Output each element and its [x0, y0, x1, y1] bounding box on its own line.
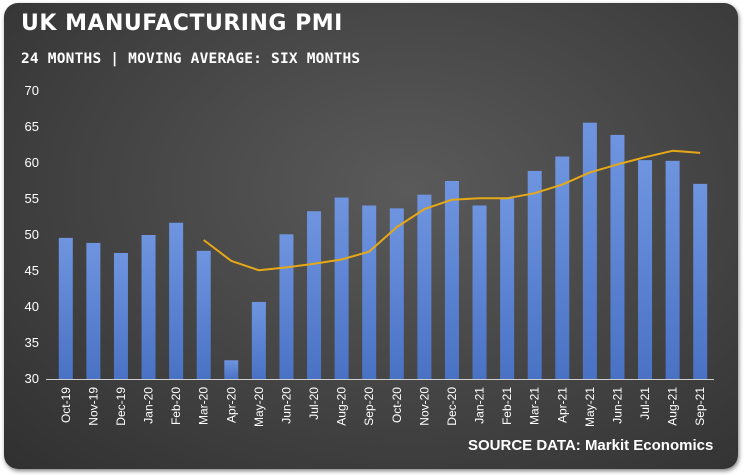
bar-Nov-20	[417, 194, 432, 379]
bar-Dec-19	[113, 253, 128, 379]
bar-Jul-21	[638, 160, 653, 379]
x-tick-label: Feb-20	[169, 387, 183, 425]
y-tick-label: 30	[25, 371, 39, 386]
x-tick-label: Oct-19	[59, 387, 73, 423]
x-tick-label: Jan-21	[473, 387, 487, 424]
bar-Jun-21	[610, 134, 625, 379]
x-tick-label: Apr-20	[224, 387, 238, 423]
x-tick-label: Sep-20	[362, 387, 376, 426]
bar-Mar-20	[196, 250, 211, 379]
x-tick-label: Feb-21	[500, 387, 514, 425]
bar-series	[58, 122, 708, 380]
bar-Nov-19	[86, 242, 101, 379]
y-tick-label: 35	[25, 335, 39, 350]
bar-Aug-21	[665, 160, 680, 379]
x-tick-label: Aug-21	[666, 387, 680, 426]
x-tick-label: Dec-20	[445, 387, 459, 426]
y-axis-ticks: 30 35 40 45 50 55 60 65 70	[25, 83, 39, 386]
bar-May-20	[251, 301, 266, 379]
x-tick-label: May-21	[583, 387, 597, 427]
y-tick-label: 40	[25, 299, 39, 314]
bar-Jul-20	[307, 211, 322, 379]
x-tick-label: Apr-21	[555, 387, 569, 423]
x-tick-label: Sep-21	[693, 387, 707, 426]
x-tick-label: Aug-20	[335, 387, 349, 426]
x-tick-label: Mar-20	[197, 387, 211, 425]
y-tick-label: 50	[25, 227, 39, 242]
x-tick-label: Jan-20	[142, 387, 156, 424]
x-tick-label: Jun-20	[279, 387, 293, 424]
x-axis-ticks: Oct-19 Nov-19 Dec-19 Jan-20 Feb-20 Mar-20 Apr-…	[59, 387, 707, 427]
bar-May-21	[582, 122, 597, 380]
bar-Aug-20	[334, 197, 349, 379]
pmi-chart: 30 35 40 45 50 55 60 65 70 Oct-19 Nov-19 Dec-19 Jan…	[25, 83, 714, 427]
y-tick-label: 65	[25, 119, 39, 134]
source-note: SOURCE DATA: Markit Economics	[468, 437, 714, 454]
x-tick-label: Nov-20	[417, 387, 431, 426]
bar-Sep-20	[362, 205, 377, 379]
x-tick-label: Mar-21	[528, 387, 542, 425]
bar-Dec-20	[444, 181, 459, 379]
x-tick-label: Oct-20	[390, 387, 404, 423]
bar-Oct-20	[389, 208, 404, 379]
chart-subtitle: 24 MONTHS | MOVING AVERAGE: SIX MONTHS	[21, 51, 361, 67]
moving-average-line	[203, 149, 701, 272]
bar-Jan-21	[472, 205, 487, 379]
bar-Jun-20	[279, 234, 294, 379]
x-tick-label: Jul-20	[307, 387, 321, 420]
y-tick-label: 55	[25, 191, 39, 206]
bar-Apr-20	[224, 360, 239, 379]
x-tick-label: Nov-19	[86, 387, 100, 426]
x-tick-label: Dec-19	[114, 387, 128, 426]
bar-Feb-20	[169, 222, 184, 379]
moving-average-series	[203, 149, 701, 272]
chart-title: UK MANUFACTURING PMI	[21, 11, 343, 36]
bar-Apr-21	[555, 156, 570, 379]
y-tick-label: 60	[25, 155, 39, 170]
bar-Feb-21	[500, 198, 515, 379]
x-tick-label: May-20	[252, 387, 266, 427]
bar-Jan-20	[141, 235, 156, 379]
chart-card: UK MANUFACTURING PMI 24 MONTHS | MOVING …	[4, 3, 738, 469]
y-tick-label: 45	[25, 263, 39, 278]
x-tick-label: Jul-21	[638, 387, 652, 420]
bar-Oct-19	[58, 237, 73, 379]
bar-Mar-21	[527, 170, 542, 379]
x-tick-label: Jun-21	[610, 387, 624, 424]
bar-Sep-21	[693, 183, 708, 379]
y-tick-label: 70	[25, 83, 39, 98]
